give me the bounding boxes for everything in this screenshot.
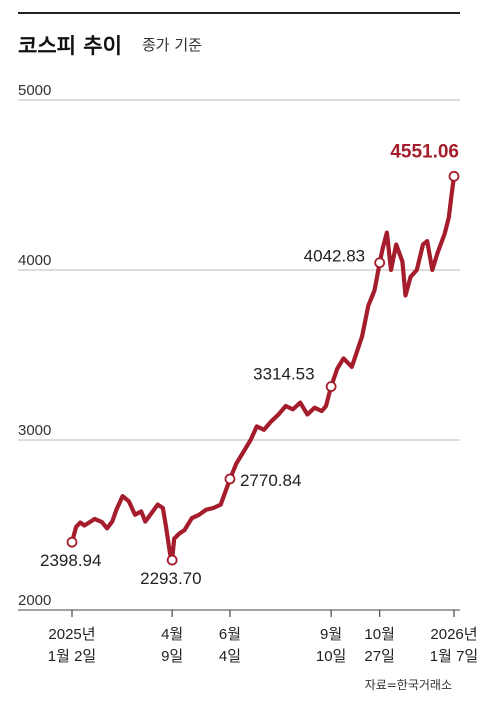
- data-label: 2770.84: [240, 471, 301, 490]
- data-point-marker: [374, 257, 386, 269]
- data-point-marker: [166, 554, 178, 566]
- x-tick-label: 10일: [316, 648, 347, 665]
- x-tick-label: 2026년: [430, 626, 477, 643]
- x-tick-label: 4월: [161, 626, 183, 643]
- data-label: 3314.53: [253, 365, 314, 384]
- x-tick-label: 4일: [219, 648, 241, 665]
- source-note: 자료=한국거래소: [364, 678, 452, 692]
- x-tick-label: 10월: [364, 626, 395, 643]
- data-label: 4042.83: [304, 247, 365, 266]
- x-tick-label: 1월 2일: [48, 648, 96, 665]
- data-label: 4551.06: [390, 141, 459, 162]
- x-tick-label: 9일: [161, 648, 183, 665]
- data-point-marker: [224, 473, 236, 485]
- x-tick-label: 9월: [320, 626, 342, 643]
- y-tick-label: 4000: [18, 252, 51, 269]
- data-label: 2293.70: [140, 569, 201, 588]
- data-label: 2398.94: [40, 551, 101, 570]
- data-point-marker: [66, 536, 78, 548]
- kospi-series-line: [69, 174, 457, 563]
- top-rule: [18, 12, 460, 14]
- data-point-marker: [448, 170, 460, 182]
- page-title: 코스피 추이: [18, 34, 122, 58]
- data-point-marker: [325, 381, 337, 392]
- y-tick-label: 5000: [18, 82, 51, 99]
- y-tick-label: 2000: [18, 592, 51, 609]
- x-tick-label: 2025년: [48, 626, 95, 643]
- page-subtitle: 종가 기준: [142, 36, 202, 54]
- x-tick-label: 27일: [364, 648, 395, 665]
- x-tick-label: 6월: [219, 626, 241, 643]
- x-tick-label: 1월 7일: [430, 648, 478, 665]
- y-tick-label: 3000: [18, 422, 51, 439]
